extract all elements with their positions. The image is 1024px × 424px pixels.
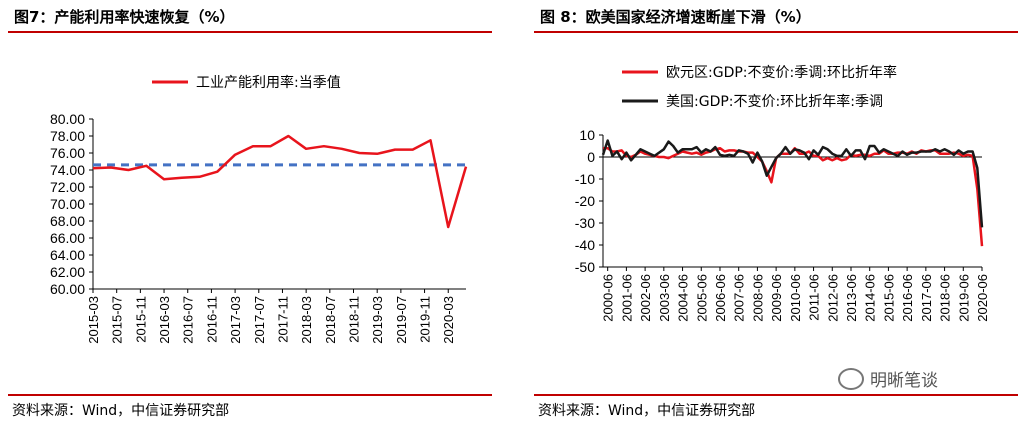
x-tick-label: 2016-07: [181, 296, 196, 344]
y-tick-label: 60.00: [50, 281, 85, 297]
y-tick-label: 72.00: [50, 179, 85, 195]
y-tick-label: -50: [575, 259, 595, 275]
left-source-rule: [8, 394, 492, 396]
x-tick-label: 2014-06: [863, 274, 878, 322]
right-source-rule: [534, 394, 1018, 396]
x-tick-label: 2009-06: [769, 274, 784, 322]
x-tick-label: 2019-03: [370, 296, 385, 344]
x-tick-label: 2007-06: [732, 274, 747, 322]
y-tick-label: 68.00: [50, 213, 85, 229]
legend-label-eurozone: 欧元区:GDP:不变价:季调:环比折年率: [666, 64, 897, 81]
y-tick-label: 74.00: [50, 162, 85, 178]
y-tick-label: 62.00: [50, 264, 85, 280]
left-panel-title: 图7：产能利用率快速恢复（%）: [14, 8, 235, 26]
y-tick-label: -20: [575, 193, 595, 209]
x-tick-label: 2011-06: [807, 274, 822, 321]
wechat-icon: [838, 367, 864, 390]
x-tick-label: 2016-03: [157, 296, 172, 344]
x-tick-label: 2005-06: [694, 274, 709, 322]
y-tick-label: 0: [587, 149, 595, 165]
watermark-text: 明晰笔谈: [870, 371, 938, 391]
series-line-capacity: [92, 134, 468, 229]
series-line-eurozone: [603, 146, 984, 247]
x-tick-label: 2013-06: [844, 274, 859, 322]
y-tick-label: 66.00: [50, 230, 85, 246]
y-tick-label: 76.00: [50, 145, 85, 161]
y-tick-label: -30: [575, 215, 595, 231]
x-tick-label: 2004-06: [676, 274, 691, 322]
x-tick-label: 2018-06: [938, 274, 953, 322]
x-tick-label: 2019-11: [418, 296, 433, 343]
right-title-rule: [534, 31, 1018, 33]
x-tick-label: 2015-07: [110, 296, 125, 344]
y-tick-label: -10: [575, 171, 595, 187]
x-tick-label: 2020-06: [975, 274, 990, 322]
x-tick-label: 2019-07: [394, 296, 409, 344]
x-tick-label: 2017-11: [275, 296, 290, 343]
legend-label-capacity: 工业产能利用率:当季值: [196, 74, 341, 91]
right-source: 资料来源：Wind，中信证券研究部: [538, 403, 756, 419]
x-tick-label: 2008-06: [750, 274, 765, 322]
x-tick-label: 2010-06: [788, 274, 803, 322]
y-tick-label: 70.00: [50, 196, 85, 212]
left-source: 资料来源：Wind，中信证券研究部: [12, 403, 230, 419]
y-tick-label: 64.00: [50, 247, 85, 263]
x-tick-label: 2012-06: [825, 274, 840, 322]
right-panel-title: 图 8：欧美国家经济增速断崖下滑（%）: [540, 8, 811, 26]
series-line-us: [601, 139, 984, 228]
legend-label-us: 美国:GDP:不变价:环比折年率:季调: [666, 93, 883, 110]
x-tick-label: 2019-06: [956, 274, 971, 322]
x-tick-label: 2002-06: [638, 274, 653, 322]
x-tick-label: 2020-03: [441, 296, 456, 344]
x-tick-label: 2000-06: [601, 274, 616, 322]
x-tick-label: 2015-03: [86, 296, 101, 344]
x-tick-label: 2015-11: [133, 296, 148, 343]
x-tick-label: 2006-06: [713, 274, 728, 322]
x-tick-label: 2016-06: [900, 274, 915, 322]
x-tick-label: 2017-03: [228, 296, 243, 344]
x-tick-label: 2018-03: [299, 296, 314, 344]
x-tick-label: 2003-06: [657, 274, 672, 322]
x-tick-label: 2015-06: [881, 274, 896, 322]
y-tick-label: 80.00: [50, 111, 85, 127]
watermark: 明晰笔谈: [838, 366, 938, 391]
y-tick-label: -40: [575, 237, 595, 253]
y-tick-label: 10: [579, 127, 595, 143]
left-title-rule: [8, 31, 492, 33]
y-tick-label: 78.00: [50, 128, 85, 144]
x-tick-label: 2016-11: [204, 296, 219, 343]
x-tick-label: 2018-07: [323, 296, 338, 344]
x-tick-label: 2001-06: [619, 274, 634, 322]
x-tick-label: 2017-06: [919, 274, 934, 322]
x-tick-label: 2017-07: [252, 296, 267, 344]
x-tick-label: 2018-11: [347, 296, 362, 343]
